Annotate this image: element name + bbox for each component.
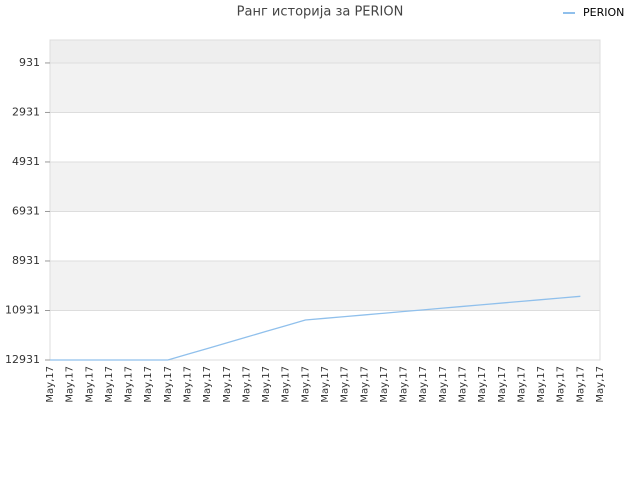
x-tick-label: May,17 xyxy=(516,366,527,403)
x-tick-label: May,17 xyxy=(379,366,390,403)
x-tick-label: May,17 xyxy=(340,366,351,403)
x-tick-label: May,17 xyxy=(418,366,429,403)
y-tick-label: 12931 xyxy=(5,353,40,366)
y-tick-label: 8931 xyxy=(12,254,40,267)
y-tick-label: 2931 xyxy=(12,105,40,118)
x-tick-label: May,17 xyxy=(497,366,508,403)
x-tick-label: May,17 xyxy=(183,366,194,403)
x-tick-label: May,17 xyxy=(104,366,115,403)
x-tick-label: May,17 xyxy=(281,366,292,403)
x-tick-label: May,17 xyxy=(222,366,233,403)
y-tick-label: 4931 xyxy=(12,155,40,168)
legend-label: PERION xyxy=(583,6,624,19)
x-tick-label: May,17 xyxy=(143,366,154,403)
plot-band xyxy=(50,112,600,162)
x-tick-label: May,17 xyxy=(536,366,547,403)
y-tick-label: 10931 xyxy=(5,303,40,316)
y-tick-label: 931 xyxy=(19,56,40,69)
x-tick-label: May,17 xyxy=(261,366,272,403)
x-tick-label: May,17 xyxy=(241,366,252,403)
plot-band xyxy=(50,260,600,311)
x-tick-label: May,17 xyxy=(575,366,586,403)
plot-band xyxy=(50,40,600,63)
x-tick-label: May,17 xyxy=(359,366,370,403)
x-tick-label: May,17 xyxy=(458,366,469,403)
x-tick-label: May,17 xyxy=(300,366,311,403)
plot-band xyxy=(50,161,600,212)
x-tick-label: May,17 xyxy=(45,366,56,403)
plot-band xyxy=(50,62,600,113)
x-tick-label: May,17 xyxy=(438,366,449,403)
x-tick-label: May,17 xyxy=(595,366,606,403)
x-tick-label: May,17 xyxy=(477,366,488,403)
data-line xyxy=(50,295,581,361)
x-tick-label: May,17 xyxy=(163,366,174,403)
x-tick-label: May,17 xyxy=(84,366,95,403)
x-tick-label: May,17 xyxy=(65,366,76,403)
chart-title: Ранг историја за PERION xyxy=(237,5,404,20)
x-tick-label: May,17 xyxy=(124,366,135,403)
x-tick-label: May,17 xyxy=(556,366,567,403)
x-tick-label: May,17 xyxy=(320,366,331,403)
x-tick-label: May,17 xyxy=(399,366,410,403)
y-tick-label: 6931 xyxy=(12,204,40,217)
x-tick-label: May,17 xyxy=(202,366,213,403)
plot-band xyxy=(50,211,600,261)
